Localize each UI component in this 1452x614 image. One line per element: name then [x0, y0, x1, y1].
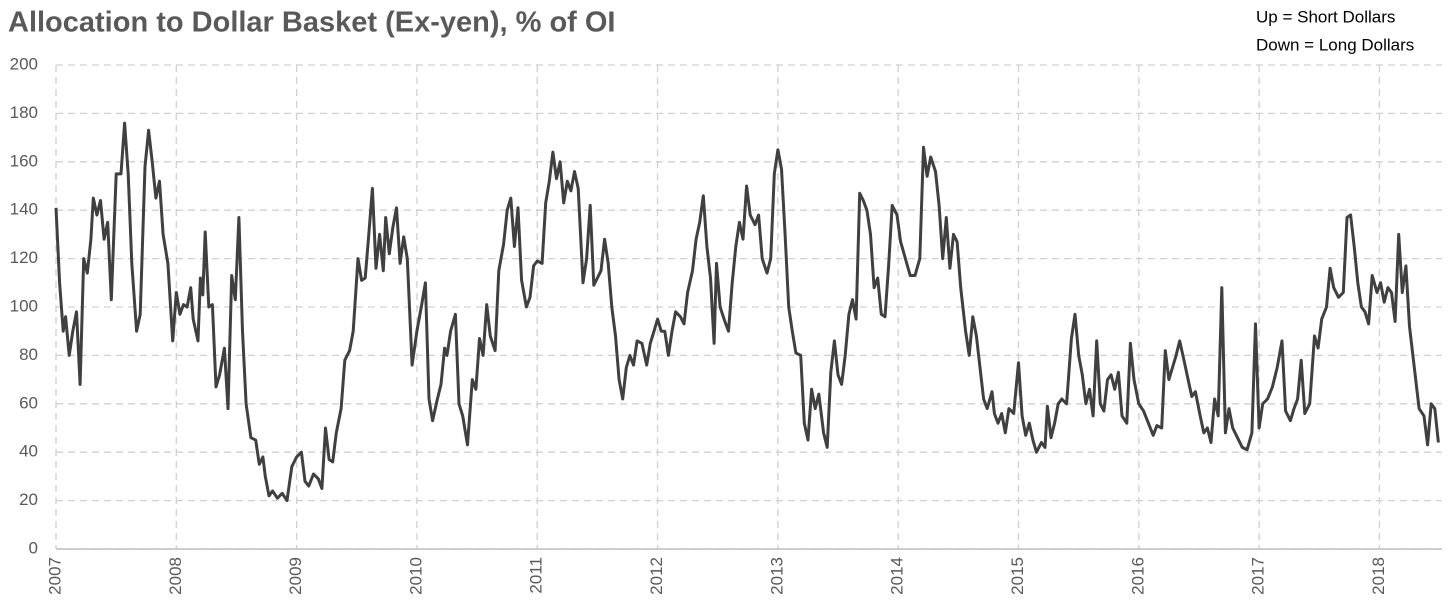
x-tick-label: 2018 [1369, 557, 1388, 595]
y-tick-label: 100 [10, 296, 38, 315]
x-tick-label: 2013 [767, 557, 786, 595]
x-tick-label: 2008 [166, 557, 185, 595]
y-tick-label: 60 [19, 393, 38, 412]
x-tick-label: 2017 [1249, 557, 1268, 595]
x-tick-label: 2015 [1008, 557, 1027, 595]
x-tick-label: 2014 [888, 557, 907, 595]
x-tick-label: 2009 [286, 557, 305, 595]
x-tick-label: 2011 [527, 557, 546, 594]
x-tick-label: 2007 [45, 557, 64, 595]
annotation: Up = Short Dollars [1256, 7, 1395, 26]
y-tick-label: 200 [10, 54, 38, 73]
annotation: Down = Long Dollars [1256, 35, 1414, 54]
y-tick-label: 20 [19, 490, 38, 509]
y-tick-label: 140 [10, 200, 38, 219]
data-line [54, 121, 1440, 503]
y-tick-label: 160 [10, 151, 38, 170]
y-tick-label: 120 [10, 248, 38, 267]
chart-title: Allocation to Dollar Basket (Ex-yen), % … [8, 7, 616, 39]
y-tick-label: 80 [19, 345, 38, 364]
y-tick-label: 40 [19, 442, 38, 461]
y-tick-label: 180 [10, 103, 38, 122]
x-tick-label: 2012 [647, 557, 666, 595]
x-tick-label: 2010 [406, 557, 425, 595]
x-tick-label: 2016 [1128, 557, 1147, 595]
y-tick-label: 0 [29, 538, 38, 557]
